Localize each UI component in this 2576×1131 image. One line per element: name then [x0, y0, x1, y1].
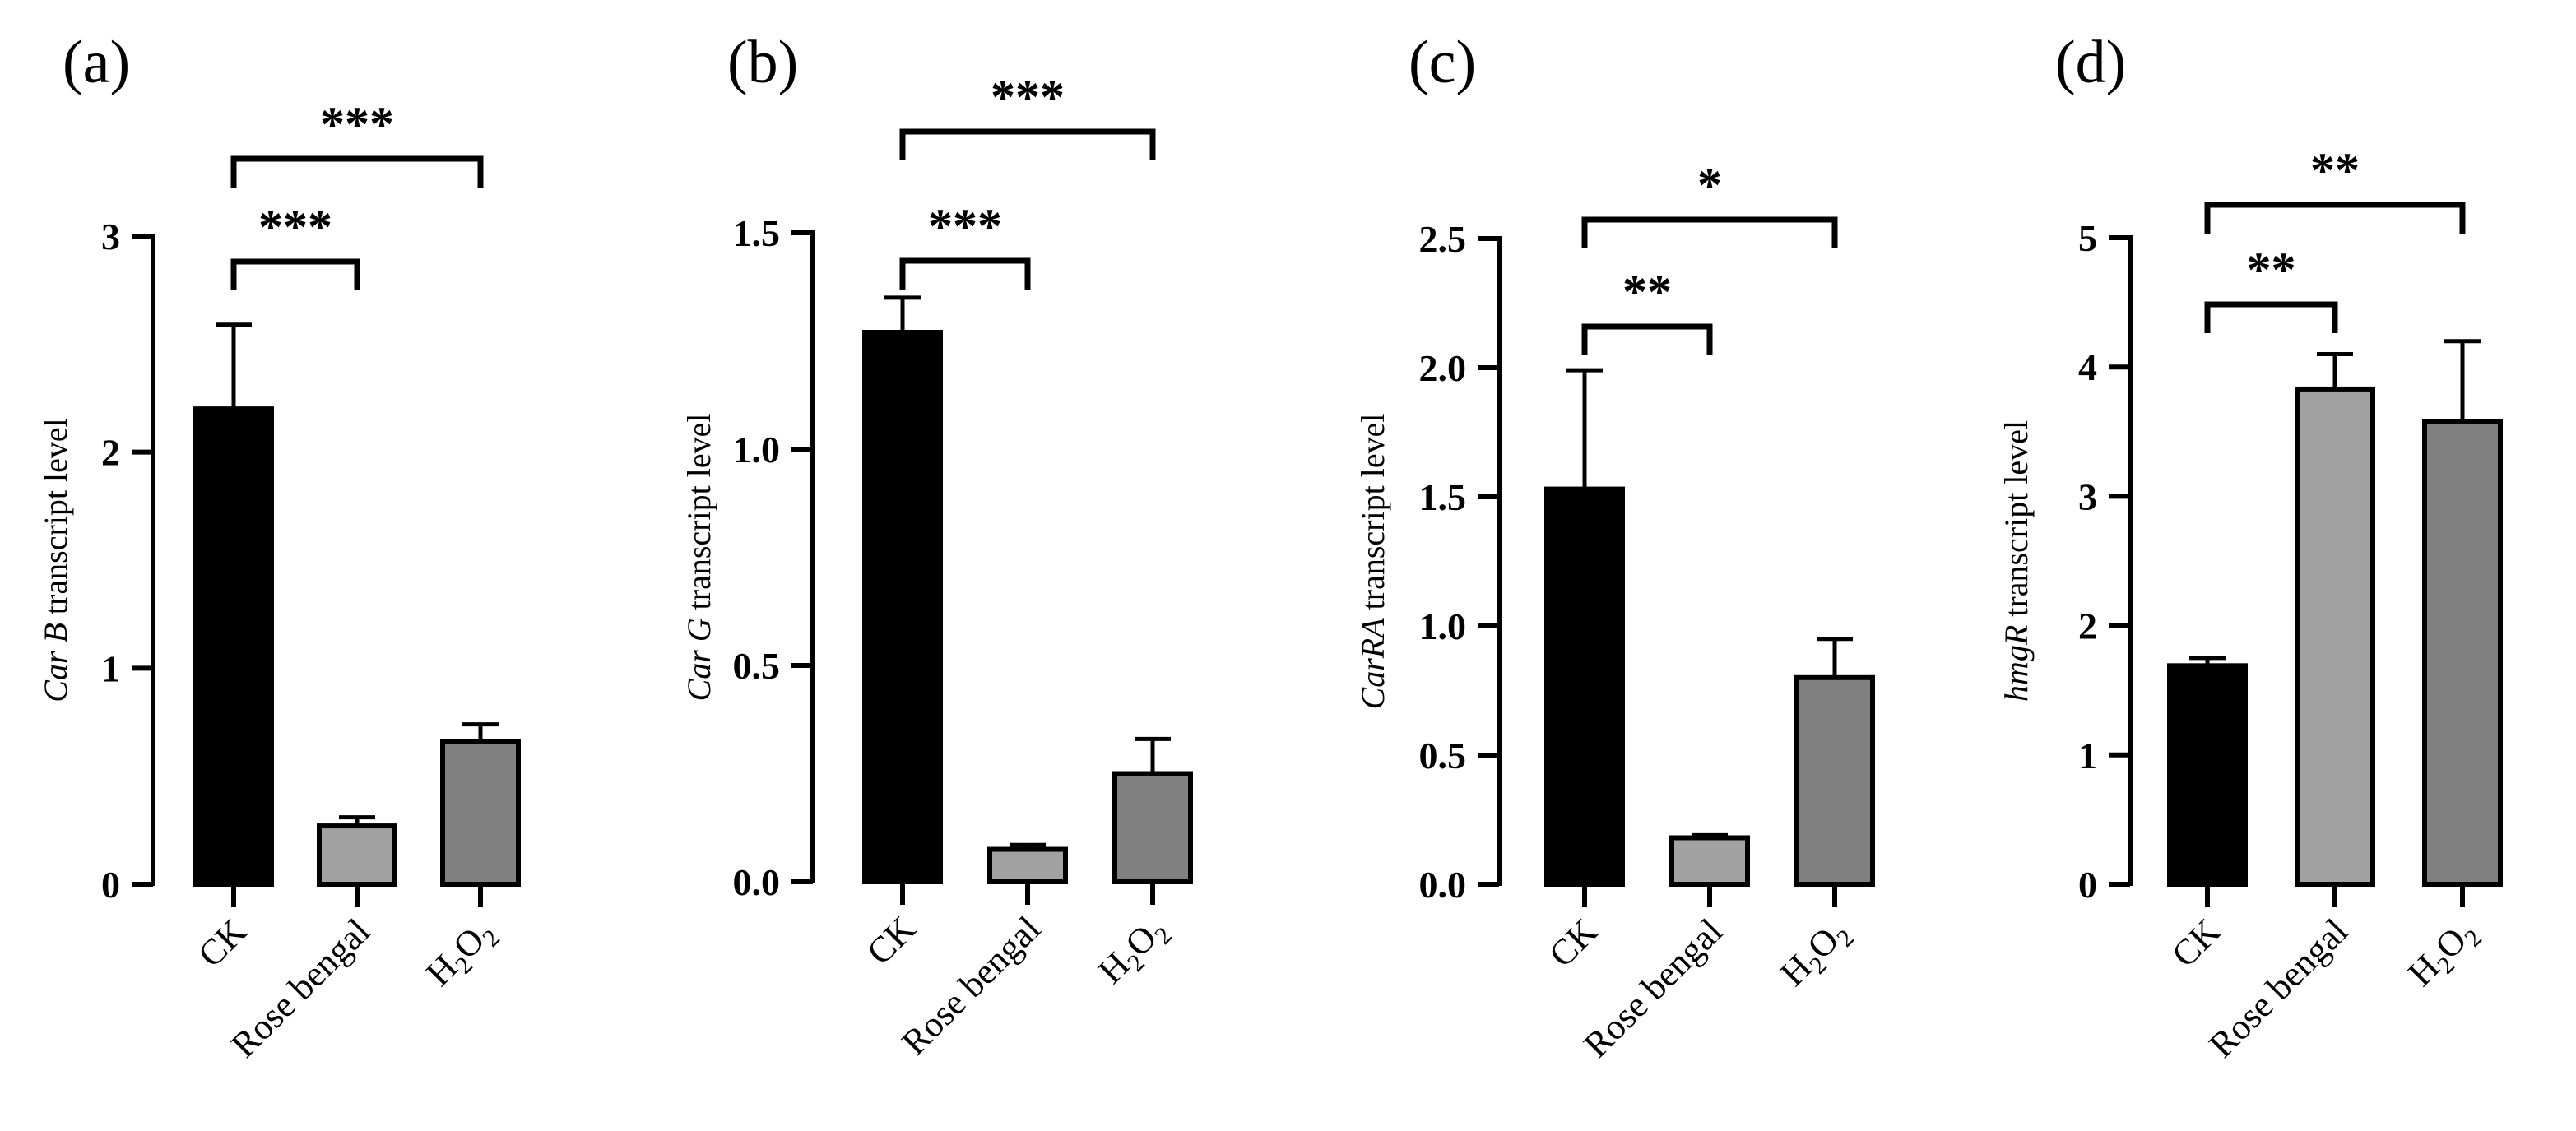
y-tick-label: 2.5	[1419, 218, 1467, 260]
bar-2	[1112, 771, 1193, 884]
bar-2	[1794, 674, 1875, 887]
y-tick-label: 2	[101, 432, 120, 474]
bar-1	[2295, 386, 2375, 887]
significance-bracket	[1581, 216, 1838, 248]
significance-stars: *	[1697, 158, 1722, 212]
significance-stars: ***	[320, 97, 394, 151]
y-tick-label: 4	[2078, 346, 2097, 388]
y-tick-label: 2	[2078, 605, 2097, 647]
y-axis-label-rest: transcript level	[1354, 414, 1391, 619]
y-axis-label-gene: hmgR	[1998, 625, 2035, 702]
y-tick-label: 0	[2078, 864, 2097, 906]
y-tick-label: 2.0	[1419, 347, 1467, 389]
bar-1	[317, 823, 397, 888]
y-tick-label: 1	[101, 647, 120, 689]
y-tick-label: 0.5	[1419, 735, 1467, 776]
y-tick-label: 1	[2078, 735, 2097, 776]
y-axis-label-gene: Car B	[37, 623, 74, 702]
significance-stars: **	[1622, 265, 1672, 319]
y-tick-label: 1.5	[1419, 476, 1467, 518]
panel-label: (d)	[2055, 29, 2126, 96]
significance-stars: ***	[928, 199, 1002, 253]
bar-0	[2167, 663, 2248, 887]
significance-stars: ***	[991, 70, 1065, 124]
y-tick-label: 0.0	[733, 861, 781, 903]
y-tick-label: 1.0	[1419, 605, 1467, 647]
y-tick-label: 3	[101, 216, 120, 257]
significance-bracket	[230, 258, 360, 290]
y-axis-label-gene: Car G	[680, 618, 717, 701]
category-label: CK	[859, 908, 923, 972]
y-tick-label: 3	[2078, 475, 2097, 517]
y-axis-label-rest: transcript level	[37, 418, 74, 623]
y-tick-label: 1.0	[733, 429, 781, 470]
category-label: CK	[190, 911, 254, 975]
panel-label: (b)	[727, 29, 798, 96]
category-label: Rose bengal	[2201, 911, 2356, 1065]
y-axis-label: hmgR transcript level	[1998, 420, 2035, 702]
bar-1	[1669, 835, 1750, 887]
bar-2	[440, 739, 521, 888]
significance-bracket	[1581, 323, 1713, 355]
significance-stars: **	[2247, 243, 2296, 297]
significance-bracket	[2204, 301, 2338, 333]
y-axis-label-rest: transcript level	[1998, 420, 2035, 625]
chart-panel-3: (c) 0.0 0.5 1.0 1.5 2.0 2.5 CarRA transcript le…	[1354, 29, 1875, 1065]
category-label: CK	[2164, 911, 2228, 975]
bar-0	[862, 329, 943, 885]
significance-bracket	[230, 155, 484, 188]
panel-label: (a)	[63, 29, 130, 96]
category-label: H2O2	[1772, 911, 1859, 998]
y-axis-label-rest: transcript level	[680, 414, 717, 619]
category-label: H2O2	[2400, 911, 2487, 998]
bar-1	[987, 846, 1068, 885]
significance-bracket	[899, 128, 1156, 160]
y-tick-label: 0.5	[733, 645, 781, 687]
bar-0	[193, 406, 274, 887]
significance-stars: **	[2310, 143, 2360, 197]
panel-label: (c)	[1409, 29, 1476, 96]
category-label: H2O2	[418, 911, 505, 998]
bar-2	[2422, 419, 2503, 887]
bar-0	[1544, 486, 1625, 888]
significance-bracket	[2204, 202, 2466, 234]
category-label: CK	[1541, 911, 1605, 975]
category-label: H2O2	[1090, 908, 1177, 995]
significance-stars: ***	[258, 200, 332, 254]
y-tick-label: 0.0	[1419, 864, 1467, 906]
y-tick-label: 0	[101, 864, 120, 906]
y-axis-label: CarRA transcript level	[1354, 414, 1391, 710]
y-axis-label: Car G transcript level	[680, 414, 717, 702]
y-tick-label: 5	[2078, 217, 2097, 259]
significance-bracket	[899, 257, 1031, 290]
y-axis-label-gene: CarRA	[1354, 618, 1391, 710]
y-tick-label: 1.5	[733, 212, 781, 254]
y-axis-label: Car B transcript level	[37, 418, 74, 702]
